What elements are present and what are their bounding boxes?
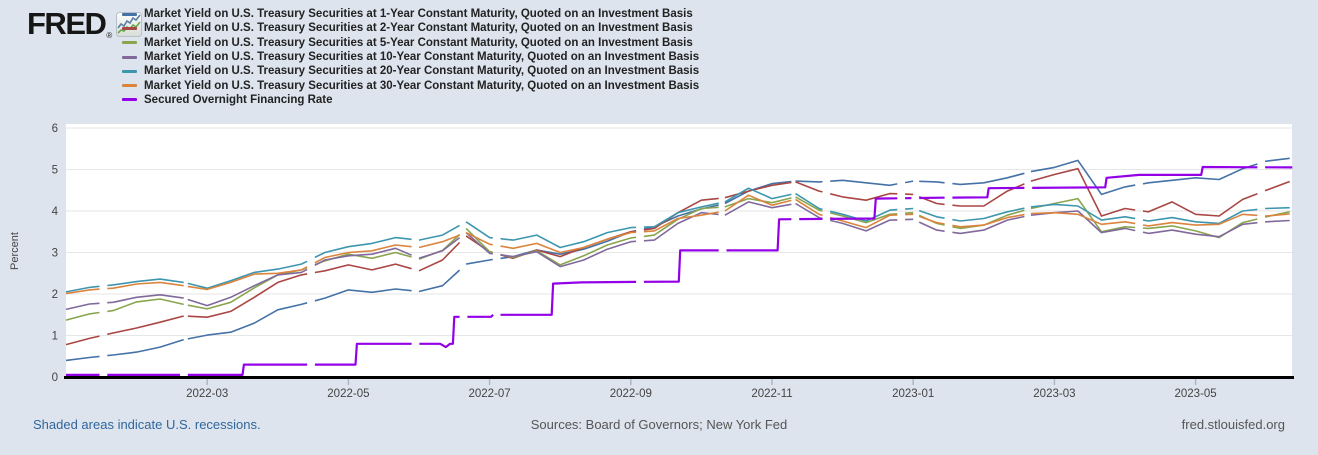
recessions-note-link[interactable]: Shaded areas indicate U.S. recessions. <box>33 417 261 432</box>
series-line-10-year <box>65 201 1290 311</box>
series-line-sofr <box>66 165 1293 376</box>
legend-swatch-1-year <box>122 12 137 16</box>
legend-swatch-5-year <box>122 41 137 45</box>
series-line-20-year <box>65 187 1290 293</box>
x-tick-label: 2023-03 <box>1033 388 1075 400</box>
y-axis-title: Percent <box>9 232 21 270</box>
y-tick-label: 5 <box>52 165 58 177</box>
fred-logo[interactable]: FRED ® <box>27 6 143 42</box>
legend-label-2-year: Market Yield on U.S. Treasury Securities… <box>144 22 693 35</box>
legend-item-20-year[interactable]: Market Yield on U.S. Treasury Securities… <box>122 64 699 78</box>
legend-label-5-year: Market Yield on U.S. Treasury Securities… <box>144 36 693 49</box>
legend-item-sofr[interactable]: Secured Overnight Financing Rate <box>122 93 699 107</box>
y-tick-label: 0 <box>52 372 58 384</box>
x-tick-label: 2022-03 <box>186 388 228 400</box>
plot-area[interactable] <box>66 124 1292 377</box>
legend-swatch-30-year <box>122 84 137 88</box>
x-tick-label: 2023-05 <box>1174 388 1216 400</box>
footer: Shaded areas indicate U.S. recessions. S… <box>0 417 1318 437</box>
x-tick-label: 2022-05 <box>327 388 369 400</box>
legend-item-2-year[interactable]: Market Yield on U.S. Treasury Securities… <box>122 21 699 35</box>
sources-text: Sources: Board of Governors; New York Fe… <box>530 417 788 432</box>
legend-label-10-year: Market Yield on U.S. Treasury Securities… <box>144 51 700 64</box>
legend-item-5-year[interactable]: Market Yield on U.S. Treasury Securities… <box>122 36 699 50</box>
x-tick-label: 2022-07 <box>468 388 510 400</box>
legend-label-1-year: Market Yield on U.S. Treasury Securities… <box>144 8 693 21</box>
y-tick-label: 2 <box>52 289 58 301</box>
site-text: fred.stlouisfed.org <box>1181 417 1285 432</box>
fred-logo-chart-icon <box>116 12 143 42</box>
legend-label-20-year: Market Yield on U.S. Treasury Securities… <box>144 65 700 78</box>
legend-item-10-year[interactable]: Market Yield on U.S. Treasury Securities… <box>122 50 699 64</box>
x-tick-label: 2022-09 <box>610 388 652 400</box>
series-line-1-year <box>65 157 1290 362</box>
legend-label-30-year: Market Yield on U.S. Treasury Securities… <box>144 79 700 92</box>
series-line-30-year <box>65 194 1290 295</box>
y-tick-label: 6 <box>52 123 58 135</box>
y-tick-label: 3 <box>52 248 58 260</box>
y-tick-label: 1 <box>52 331 58 343</box>
legend-swatch-2-year <box>122 26 137 30</box>
legend-label-sofr: Secured Overnight Financing Rate <box>144 93 333 106</box>
legend-swatch-sofr <box>122 98 137 102</box>
x-axis-line <box>64 376 1294 379</box>
legend-swatch-10-year <box>122 55 137 59</box>
registered-trademark: ® <box>106 31 113 40</box>
fred-logo-text: FRED <box>27 6 107 41</box>
y-tick-label: 4 <box>52 206 59 218</box>
legend-swatch-20-year <box>122 69 137 73</box>
legend-item-30-year[interactable]: Market Yield on U.S. Treasury Securities… <box>122 78 699 92</box>
x-tick-label: 2023-01 <box>892 388 934 400</box>
x-tick-label: 2022-11 <box>751 388 792 400</box>
legend-item-1-year[interactable]: Market Yield on U.S. Treasury Securities… <box>122 7 699 21</box>
legend: Market Yield on U.S. Treasury Securities… <box>122 7 699 107</box>
